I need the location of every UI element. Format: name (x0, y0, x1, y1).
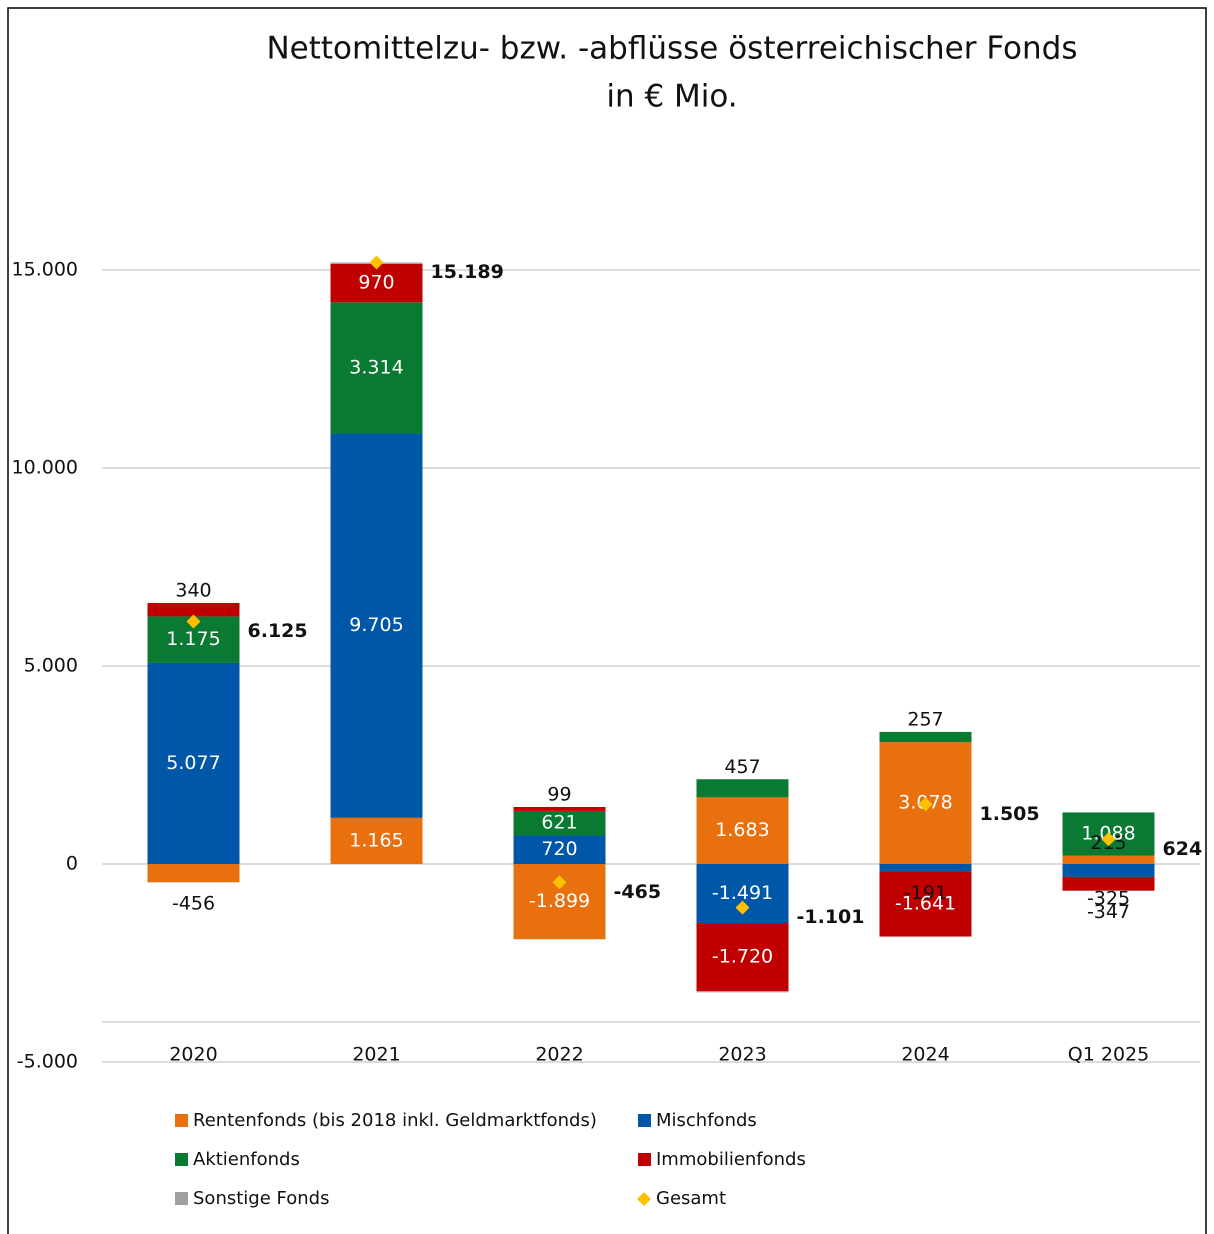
bar-segment (330, 263, 423, 303)
data-label: -325 (1087, 887, 1130, 909)
chart-title: Nettomittelzu- bzw. -abflüsse österreich… (266, 31, 1077, 67)
bar-segment (696, 923, 789, 992)
data-label: -1.720 (712, 946, 773, 968)
bar-segment (330, 302, 423, 434)
bar-segment (147, 602, 240, 617)
legend-label: Sonstige Fonds (193, 1188, 329, 1209)
data-label: 5.077 (166, 752, 220, 774)
data-label: 3.314 (349, 356, 403, 378)
x-tick-label: 2021 (352, 1044, 400, 1066)
data-label: -1.491 (712, 882, 773, 904)
data-label: 257 (907, 708, 943, 730)
bar-segment (330, 433, 423, 818)
bar-segment (1062, 855, 1155, 864)
y-tick-label: 15.000 (12, 259, 78, 281)
bar-segment (879, 871, 972, 937)
data-label: -1.899 (529, 890, 590, 912)
data-label: 1.165 (349, 829, 403, 851)
data-label: -456 (172, 893, 215, 915)
x-tick-label: 2022 (535, 1044, 583, 1066)
total-label: 1.505 (980, 803, 1040, 825)
bar-segment (1062, 864, 1155, 877)
data-label: 970 (358, 272, 394, 294)
data-label: 621 (541, 812, 577, 834)
bar-segment (147, 864, 240, 883)
total-marker (552, 875, 567, 890)
legend-label: Immobilienfonds (656, 1149, 806, 1170)
total-label: 6.125 (248, 620, 308, 642)
total-label: 624 (1163, 838, 1203, 860)
legend-swatch (175, 1153, 188, 1166)
frame (7, 7, 1207, 1234)
bar-segment (696, 779, 789, 798)
total-marker (735, 900, 750, 915)
data-label: -1.641 (895, 893, 956, 915)
data-label: 9.705 (349, 614, 403, 636)
total-label: 15.189 (431, 261, 504, 283)
legend-swatch (175, 1192, 188, 1205)
y-tick-label: -5.000 (17, 1051, 78, 1073)
legend-swatch (638, 1114, 651, 1127)
bar-segment (513, 806, 606, 811)
bar-segment (513, 810, 606, 836)
total-marker (918, 797, 933, 812)
data-label: 1.683 (715, 819, 769, 841)
y-tick-label: 0 (66, 853, 78, 875)
x-tick-label: 2020 (169, 1044, 217, 1066)
legend-label: Rentenfonds (bis 2018 inkl. Geldmarktfon… (193, 1110, 597, 1131)
legend-swatch (175, 1114, 188, 1127)
bar-segment (696, 991, 789, 993)
bar-segment (330, 817, 423, 864)
x-tick-label: 2024 (901, 1044, 949, 1066)
total-marker (186, 614, 201, 629)
x-tick-label: Q1 2025 (1068, 1044, 1149, 1066)
data-label: 1.175 (166, 628, 220, 650)
total-marker (369, 255, 384, 270)
legend-marker (637, 1192, 651, 1206)
bar-segment (696, 797, 789, 864)
legend-label: Aktienfonds (193, 1149, 300, 1170)
bar-segment (1062, 876, 1155, 891)
legend-label: Gesamt (656, 1188, 726, 1209)
x-tick-label: 2023 (718, 1044, 766, 1066)
data-label: 720 (541, 838, 577, 860)
bar-segment (147, 662, 240, 864)
total-label: -465 (614, 881, 662, 903)
data-label: 99 (547, 783, 571, 805)
bar-segment (879, 864, 972, 872)
total-label: -1.101 (797, 906, 865, 928)
data-label: -347 (1087, 901, 1130, 923)
bar-segment (879, 731, 972, 743)
data-label: -191 (904, 882, 947, 904)
bar-segment (513, 835, 606, 864)
y-tick-label: 10.000 (12, 457, 78, 479)
data-label: 457 (724, 756, 760, 778)
data-label: 340 (175, 579, 211, 601)
legend-label: Mischfonds (656, 1110, 757, 1131)
y-tick-label: 5.000 (24, 655, 78, 677)
total-marker (1101, 832, 1116, 847)
legend-swatch (638, 1153, 651, 1166)
chart-subtitle: in € Mio. (606, 79, 737, 115)
